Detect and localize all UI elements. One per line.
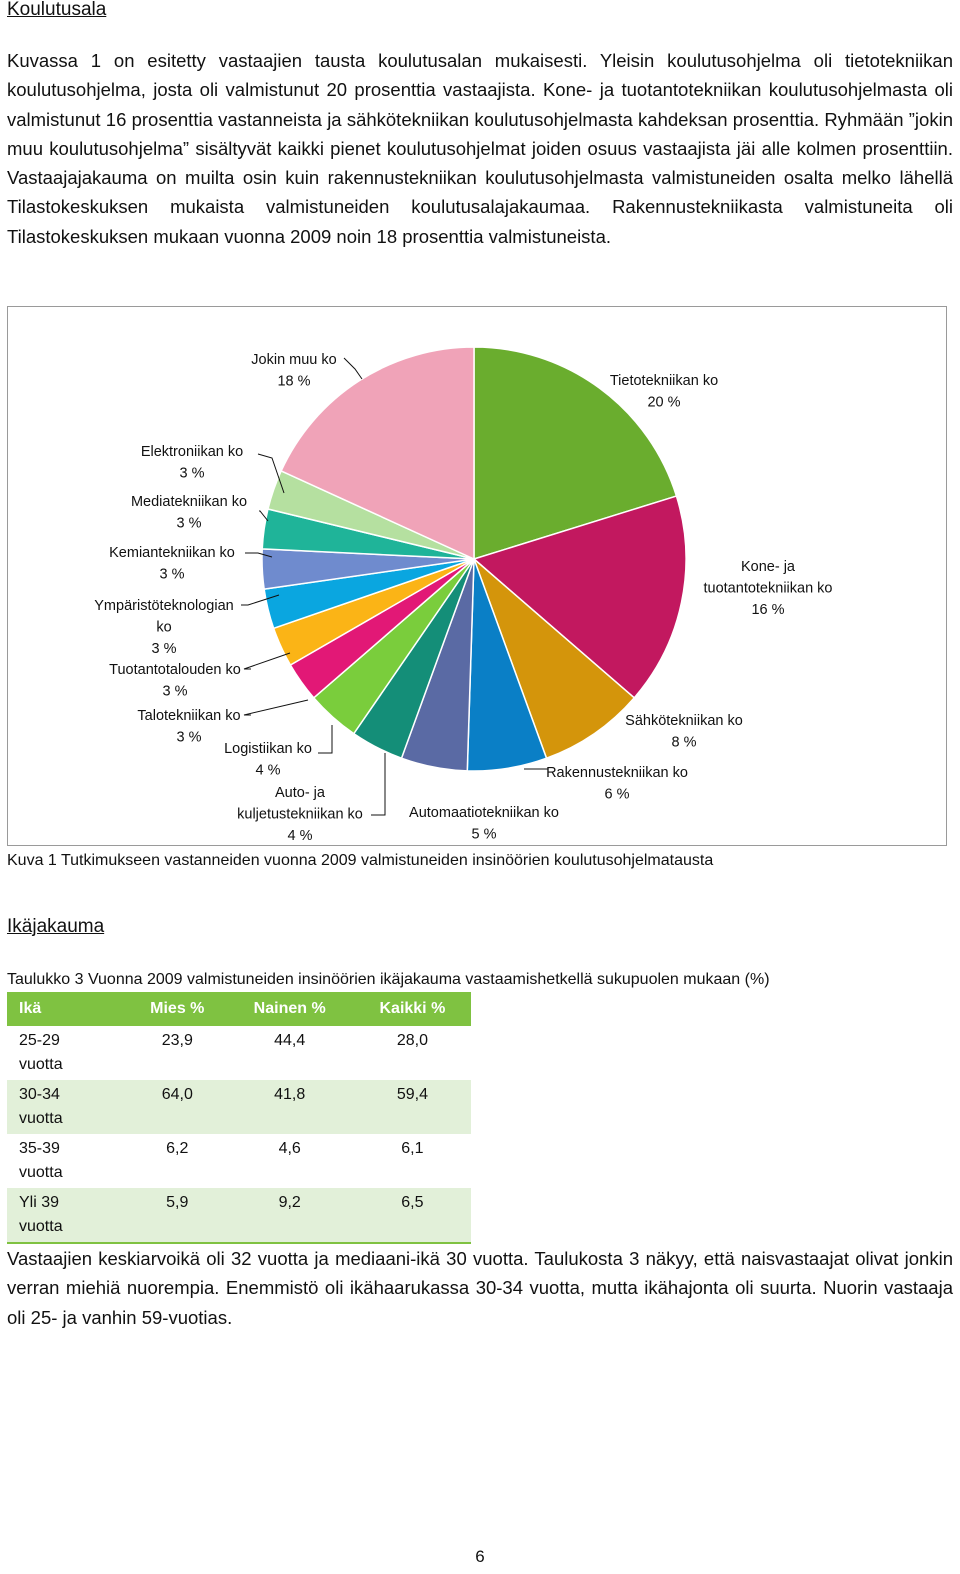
slice-label: Tietotekniikan ko 20 % xyxy=(610,373,718,411)
table-row: 30-34 vuotta 64,0 41,8 59,4 xyxy=(7,1080,471,1134)
header-women: Nainen % xyxy=(225,992,354,1026)
header-all: Kaikki % xyxy=(353,992,471,1026)
slice-label: Auto- ja kuljetustekniikan ko 4 % xyxy=(237,785,363,844)
men-cell: 64,0 xyxy=(129,1080,226,1134)
women-cell: 4,6 xyxy=(278,1140,301,1157)
all-cell: 59,4 xyxy=(353,1080,471,1134)
men-cell: 23,9 xyxy=(161,1032,193,1049)
men-cell: 5,9 xyxy=(129,1188,226,1244)
age-distribution-table: Ikä Mies % Nainen % Kaikki % 25-29 vuotta… xyxy=(7,992,471,1244)
intro-paragraph: Kuvassa 1 on esitetty vastaajien tausta … xyxy=(7,50,953,247)
men-cell: 6,2 xyxy=(166,1140,189,1157)
slice-label: Tuotantotalouden ko 3 % xyxy=(109,662,241,700)
pie-slice xyxy=(472,495,687,699)
women-cell: 9,2 xyxy=(225,1188,354,1244)
slice-label: Rakennustekniikan ko 6 % xyxy=(546,765,688,803)
figure-caption: Kuva 1 Tutkimukseen vastanneiden vuonna … xyxy=(7,852,714,869)
age-cell: 35-39 vuotta xyxy=(19,1140,63,1181)
page-number: 6 xyxy=(475,1547,485,1566)
label-leader-line xyxy=(243,699,309,716)
label-leader-line xyxy=(343,357,363,380)
women-cell: 41,8 xyxy=(225,1080,354,1134)
slice-label: Automaatiotekniikan ko 5 % xyxy=(409,805,559,843)
all-cell: 28,0 xyxy=(396,1032,428,1049)
header-men: Mies % xyxy=(129,992,226,1026)
slice-label: Kone- ja tuotantotekniikan ko 16 % xyxy=(704,559,833,618)
all-cell: 6,1 xyxy=(401,1140,424,1157)
age-cell: Yli 39 vuotta xyxy=(7,1188,129,1244)
pie-slice xyxy=(280,346,475,561)
slice-label: Sähkötekniikan ko 8 % xyxy=(625,713,743,751)
slice-label: Mediatekniikan ko 3 % xyxy=(131,494,247,532)
table-row: 25-29 vuotta 23,9 44,4 28,0 xyxy=(7,1026,471,1080)
label-leader-line xyxy=(243,652,291,670)
label-leader-line xyxy=(245,552,273,558)
section-heading-ikajakauma: Ikäjakauma xyxy=(7,916,105,937)
slice-label: Talotekniikan ko 3 % xyxy=(137,708,240,746)
age-paragraph: Vastaajien keskiarvoikä oli 32 vuotta ja… xyxy=(7,1248,953,1328)
table-row: 35-39 vuotta 6,2 4,6 6,1 xyxy=(7,1134,471,1188)
slice-label: Logistiikan ko 4 % xyxy=(224,741,312,779)
pie-slice xyxy=(472,556,636,760)
age-cell: 30-34 vuotta xyxy=(7,1080,129,1134)
section-heading-koulutusala: Koulutusala xyxy=(7,0,107,20)
slice-label: Elektroniikan ko 3 % xyxy=(141,444,243,482)
table-row: Yli 39 vuotta 5,9 9,2 6,5 xyxy=(7,1188,471,1244)
women-cell: 44,4 xyxy=(274,1032,306,1049)
label-leader-line xyxy=(257,453,285,494)
all-cell: 6,5 xyxy=(353,1188,471,1244)
pie-chart-frame: Tietotekniikan ko 20 % Kone- ja tuotantotek… xyxy=(7,306,947,846)
label-leader-line xyxy=(371,753,386,816)
table-caption: Taulukko 3 Vuonna 2009 valmistuneiden in… xyxy=(7,971,770,988)
age-cell: 25-29 vuotta xyxy=(19,1032,63,1073)
slice-label: Ympäristöteknologian ko 3 % xyxy=(94,598,233,657)
table-header-row: Ikä Mies % Nainen % Kaikki % xyxy=(7,992,471,1026)
pie-chart: Tietotekniikan ko 20 % Kone- ja tuotantotek… xyxy=(94,346,833,844)
pie-slice xyxy=(473,346,678,561)
slice-label: Kemiantekniikan ko 3 % xyxy=(109,545,235,583)
label-leader-line xyxy=(259,510,269,522)
header-age: Ikä xyxy=(7,992,129,1026)
label-leader-line xyxy=(241,594,280,606)
slice-label: Jokin muu ko 18 % xyxy=(251,352,336,390)
label-leader-line xyxy=(318,725,333,754)
